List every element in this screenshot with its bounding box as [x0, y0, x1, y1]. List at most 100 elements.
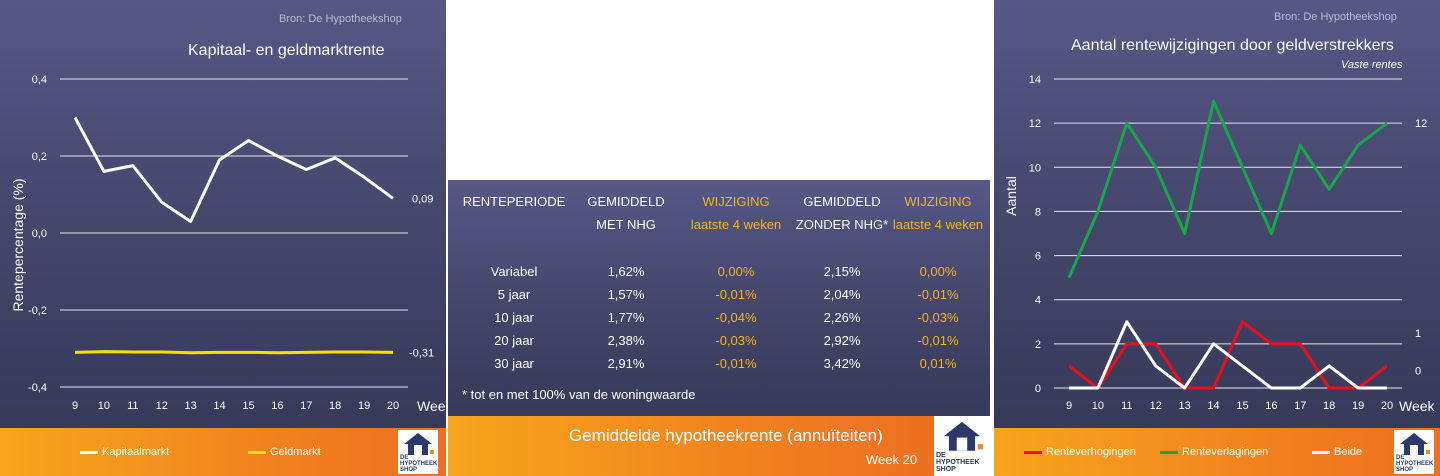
right-legend-bar: Renteverhogingen Renteverlagingen Beide …	[994, 428, 1440, 476]
x-tick-label: 10	[98, 400, 110, 412]
table-row: 30 jaar 2,91% -0,01% 3,42% 0,01%	[456, 352, 984, 375]
table-row: Variabel 1,62% 0,00% 2,15% 0,00%	[456, 260, 984, 283]
logo-text-line3: SHOP	[400, 467, 418, 473]
x-tick-label: 16	[271, 400, 283, 412]
y-tick-label: 0,0	[32, 228, 47, 240]
x-tick-label: 13	[1179, 400, 1191, 412]
legend-label-renteverlagingen: Renteverlagingen	[1182, 446, 1269, 458]
x-tick-label: 17	[1294, 400, 1306, 412]
table-row: 5 jaar 1,57% -0,01% 2,04% -0,01%	[456, 283, 984, 306]
cell-change-zonder-nhg: 0,00%	[919, 264, 957, 279]
series-line-geldmarkt	[74, 350, 394, 355]
cell-met-nhg: 1,77%	[607, 310, 645, 325]
header-renteperiode-sub	[456, 213, 572, 236]
house-logo-icon	[1400, 433, 1430, 455]
legend-renteverhogingen: Renteverhogingen	[1024, 446, 1136, 458]
logo-text-line2: HYPOTHEEK	[400, 461, 438, 467]
footer-week: Week 20	[866, 452, 918, 467]
header-laatste-4-weken-1: laatste 4 weken	[690, 216, 782, 232]
x-axis-label: Week	[1399, 398, 1436, 414]
end-value-label: 0,09	[412, 193, 433, 205]
y-tick-label: 0	[1035, 383, 1041, 395]
x-tick-label: 15	[1236, 400, 1248, 412]
cell-change-met-nhg: -0,01%	[715, 356, 757, 371]
x-tick-label: 9	[1066, 400, 1072, 412]
hypotheekshop-logo-middle: DE HYPOTHEEK SHOP	[934, 416, 990, 476]
house-logo-icon	[404, 433, 434, 455]
y-tick-label: 12	[1029, 118, 1041, 130]
cell-change-zonder-nhg: -0,01%	[917, 333, 959, 348]
cell-zonder-nhg: 2,92%	[823, 333, 861, 348]
table-row: 20 jaar 2,38% -0,03% 2,92% -0,01%	[456, 329, 984, 352]
header-gemiddeld-zonder-nhg: GEMIDDELD	[803, 193, 881, 209]
x-tick-label: 20	[1381, 400, 1393, 412]
x-tick-label: 19	[1352, 400, 1364, 412]
y-tick-label: 0,4	[32, 74, 47, 86]
legend-swatch-beide	[1312, 450, 1330, 454]
legend-label-geldmarkt: Geldmarkt	[270, 446, 321, 458]
mortgage-rate-table: RENTEPERIODE GEMIDDELD WIJZIGING GEMIDDE…	[456, 190, 984, 375]
header-wijziging-1: WIJZIGING	[702, 193, 770, 209]
cell-period: 30 jaar	[494, 356, 534, 371]
cell-change-met-nhg: -0,01%	[715, 287, 757, 302]
legend-swatch-geldmarkt	[248, 450, 266, 454]
y-tick-label: -0,4	[28, 382, 47, 394]
cell-zonder-nhg: 2,15%	[823, 264, 861, 279]
x-tick-label: 20	[387, 400, 399, 412]
y-tick-label: -0,2	[28, 305, 47, 317]
mortgage-rate-table-panel	[448, 180, 990, 416]
table-header-row-1: RENTEPERIODE GEMIDDELD WIJZIGING GEMIDDE…	[456, 190, 984, 213]
right-source-label: Bron: De Hypotheekshop	[1274, 11, 1397, 23]
end-value-label: 1	[1415, 328, 1421, 340]
cell-change-met-nhg: -0,04%	[715, 310, 757, 325]
legend-renteverlagingen: Renteverlagingen	[1160, 446, 1268, 458]
table-spacer-row	[456, 236, 984, 260]
cell-period: Variabel	[490, 264, 538, 279]
y-axis-label: Rentepercentage (%)	[10, 178, 26, 311]
right-chart-panel: Bron: De Hypotheekshop Aantal rentewijzi…	[994, 0, 1440, 428]
x-tick-label: 12	[156, 400, 168, 412]
table-header-row-2: MET NHG laatste 4 weken ZONDER NHG* laat…	[456, 213, 984, 236]
cell-change-met-nhg: -0,03%	[715, 333, 757, 348]
cell-zonder-nhg: 2,04%	[823, 287, 861, 302]
legend-beide: Beide	[1312, 446, 1362, 458]
cell-met-nhg: 2,91%	[607, 356, 645, 371]
cell-met-nhg: 1,62%	[607, 264, 645, 279]
right-chart-subtitle: Vaste rentes	[1341, 59, 1403, 71]
y-tick-label: 4	[1035, 295, 1041, 307]
left-chart-title: Kapitaal- en geldmarktrente	[188, 42, 385, 59]
header-laatste-4-weken-2: laatste 4 weken	[892, 216, 984, 232]
cell-zonder-nhg: 2,26%	[823, 310, 861, 325]
left-chart-panel: Bron: De Hypotheekshop Kapitaal- en geld…	[0, 0, 446, 428]
footer-title: Gemiddelde hypotheekrente (annuïteiten)	[569, 426, 883, 445]
capital-money-market-chart: 0,4 0,2 0,0 -0,2 -0,4 9 10 11 12 13 14 15 16 17 18 19 20…	[10, 74, 446, 414]
series-line-beide	[1069, 320, 1387, 390]
y-axis-label: Aantal	[1003, 176, 1019, 216]
logo-text-line3: SHOP	[1396, 467, 1414, 473]
series-line-renteverlagingen	[1067, 99, 1388, 279]
end-value-label: 0	[1415, 365, 1421, 377]
x-tick-label: 9	[72, 400, 78, 412]
legend-swatch-renteverlagingen	[1160, 450, 1178, 454]
right-chart-title: Aantal rentewijzigingen door geldverstre…	[1071, 37, 1394, 54]
logo-text-line1: DE	[400, 455, 409, 461]
left-legend-bar: Kapitaalmarkt Geldmarkt DE HYPOTHEEK SHO…	[0, 428, 446, 476]
header-zonder-nhg: ZONDER NHG*	[795, 216, 889, 232]
header-wijziging-2: WIJZIGING	[904, 193, 972, 209]
cell-period: 5 jaar	[497, 287, 531, 302]
middle-white-area	[446, 0, 992, 180]
x-tick-label: 14	[1207, 400, 1219, 412]
header-renteperiode: RENTEPERIODE	[462, 193, 566, 209]
series-line-kapitaalmarkt	[73, 116, 394, 223]
left-source-label: Bron: De Hypotheekshop	[279, 13, 402, 25]
legend-label-renteverhogingen: Renteverhogingen	[1046, 446, 1136, 458]
hypotheekshop-logo-right: DE HYPOTHEEK SHOP	[1394, 430, 1434, 474]
x-tick-label: 14	[213, 400, 225, 412]
x-tick-label: 16	[1265, 400, 1277, 412]
y-tick-label: 2	[1035, 339, 1041, 351]
legend-label-kapitaalmarkt: Kapitaalmarkt	[102, 446, 170, 458]
logo-text-line2: HYPOTHEEK	[936, 459, 980, 466]
x-tick-label: 13	[185, 400, 197, 412]
y-tick-label: 14	[1029, 74, 1041, 86]
